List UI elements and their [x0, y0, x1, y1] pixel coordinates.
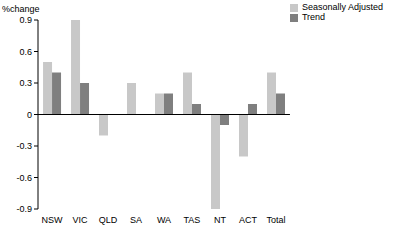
html-text:Seasonally Adjusted: Seasonally Adjusted: [301, 2, 383, 12]
svg-text:0: 0: [27, 110, 32, 120]
svg-text:SA: SA: [130, 215, 142, 225]
svg-text:NSW: NSW: [41, 215, 63, 225]
svg-text:-0.9: -0.9: [16, 204, 32, 214]
svg-text:Total: Total: [266, 215, 285, 225]
svg-text:0.3: 0.3: [19, 78, 32, 88]
svg-text:VIC: VIC: [72, 215, 88, 225]
svg-text:0.9: 0.9: [19, 15, 32, 25]
svg-text:QLD: QLD: [99, 215, 118, 225]
svg-text:NT: NT: [214, 215, 226, 225]
svg-text:ACT: ACT: [239, 215, 258, 225]
svg-text:TAS: TAS: [184, 215, 201, 225]
html-text:%change: %change: [2, 4, 40, 14]
svg-text:0.6: 0.6: [19, 47, 32, 57]
svg-text:-0.3: -0.3: [16, 141, 32, 151]
svg-text:-0.6: -0.6: [16, 173, 32, 183]
svg-text:WA: WA: [157, 215, 171, 225]
html-text:Trend: Trend: [301, 12, 326, 22]
